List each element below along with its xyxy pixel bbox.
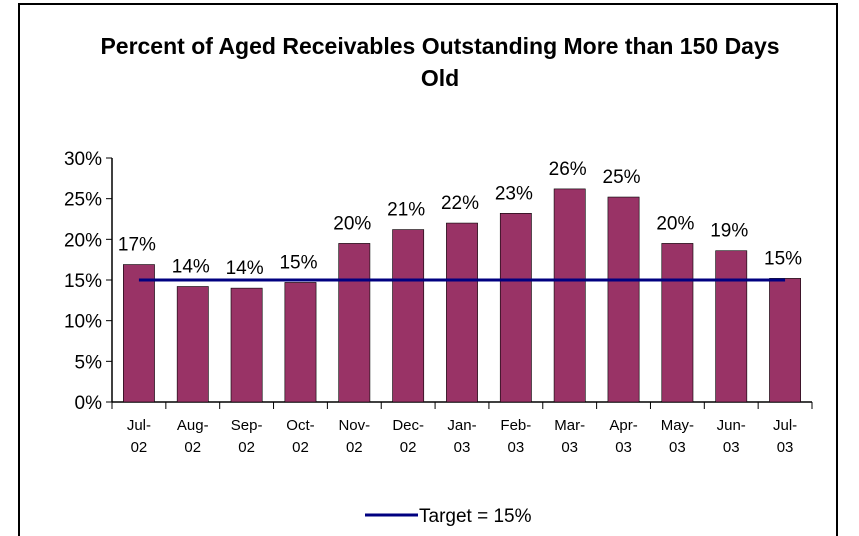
bar (499, 213, 532, 403)
legend-label: Target = 15% (419, 506, 532, 527)
x-tick-label: Jul-02 (127, 417, 151, 456)
x-tick-label: Nov-02 (338, 417, 370, 456)
bar (607, 196, 640, 403)
y-tick-label: 25% (64, 190, 102, 211)
bar (661, 243, 694, 403)
x-tick-label: Sep-02 (231, 417, 263, 456)
data-label: 20% (333, 213, 371, 234)
x-tick-label: Feb-03 (500, 417, 531, 456)
data-label: 23% (495, 183, 533, 204)
y-tick-label: 30% (64, 149, 102, 170)
bar (769, 278, 801, 403)
bar (392, 229, 425, 403)
bar (230, 287, 263, 403)
data-label: 25% (603, 167, 641, 188)
data-label: 17% (118, 235, 156, 256)
bar (553, 188, 586, 403)
chart-title: Percent of Aged Receivables Outstanding … (100, 33, 780, 91)
bar (176, 286, 209, 403)
x-tick-label: Mar-03 (554, 417, 585, 456)
data-label: 14% (226, 258, 264, 279)
x-tick-label: Jul-03 (773, 417, 797, 456)
x-tick-label: Oct-02 (286, 417, 314, 456)
data-label: 20% (656, 213, 694, 234)
y-tick-label: 15% (64, 271, 102, 292)
x-tick-label: Jun-03 (717, 417, 746, 456)
x-tick-label: May-03 (661, 417, 694, 456)
data-label: 14% (172, 257, 210, 278)
chart-frame (18, 3, 838, 536)
bar (338, 243, 371, 403)
y-tick-label: 5% (75, 352, 103, 373)
data-label: 15% (764, 248, 802, 269)
y-tick-label: 10% (64, 312, 102, 333)
y-tick-label: 20% (64, 230, 102, 251)
data-label: 15% (279, 252, 317, 273)
y-tick-label: 0% (75, 393, 103, 414)
x-tick-label: Dec-02 (392, 417, 424, 456)
bar (123, 264, 155, 403)
x-tick-label: Apr-03 (609, 417, 637, 456)
data-label: 22% (441, 193, 479, 214)
data-label: 26% (549, 159, 587, 180)
x-tick-label: Jan-03 (447, 417, 476, 456)
bar (284, 282, 317, 403)
data-label: 21% (387, 200, 425, 221)
bar (715, 250, 748, 403)
data-label: 19% (710, 221, 748, 242)
x-tick-label: Aug-02 (177, 417, 209, 456)
bar (446, 222, 478, 403)
